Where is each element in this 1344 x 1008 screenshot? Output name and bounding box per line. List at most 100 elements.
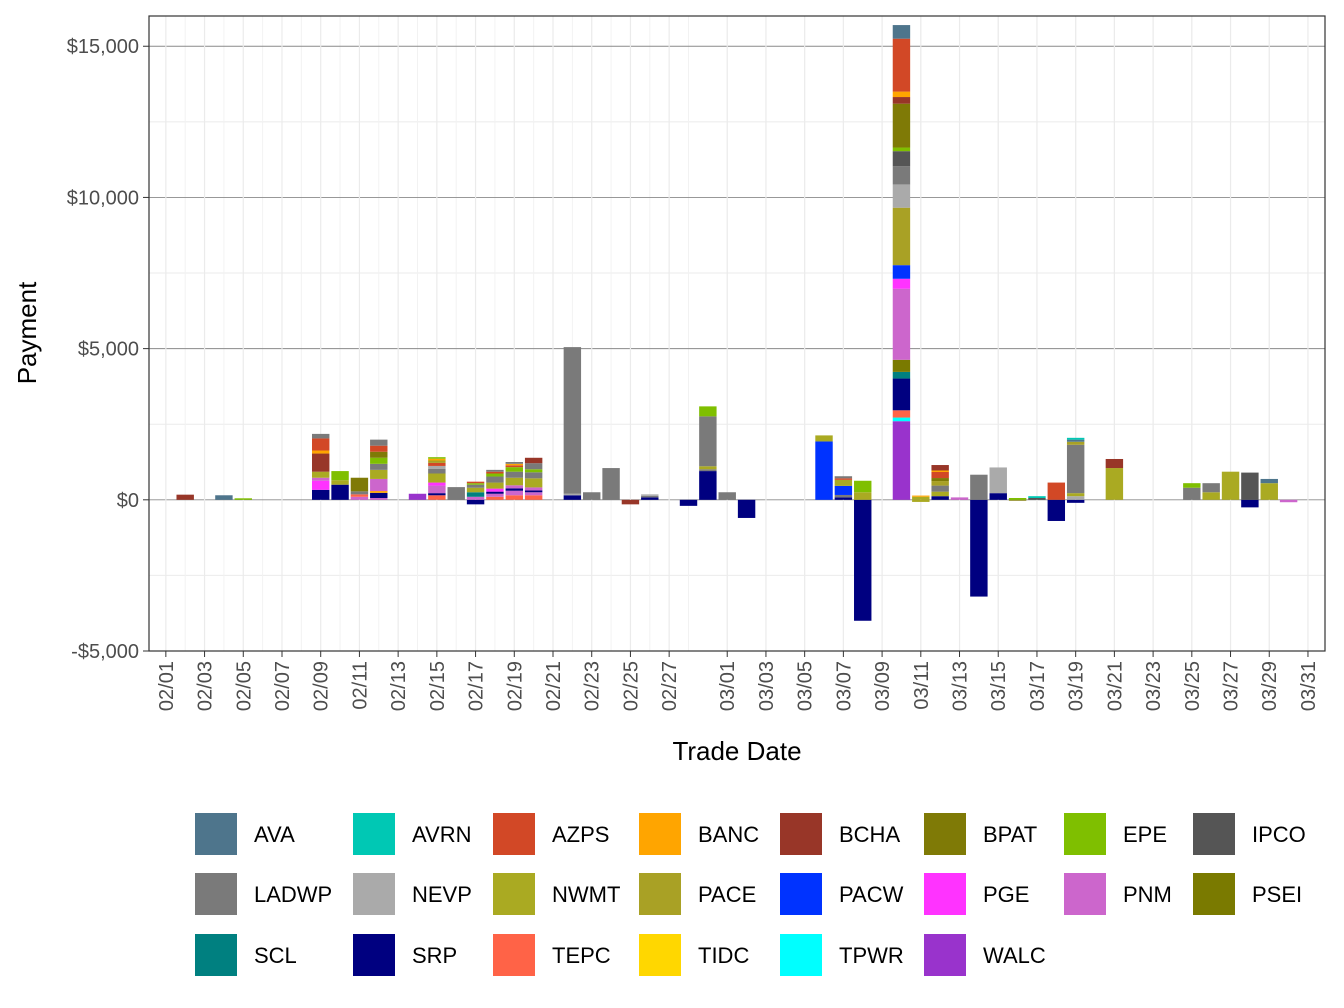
legend-label: TPWR <box>839 943 904 968</box>
bar-segment-srp <box>834 497 853 500</box>
bar-segment-ladwp <box>970 474 988 500</box>
bar-segment-ladwp <box>486 476 504 483</box>
bar-segment-pnm <box>505 490 523 496</box>
bar-segment-srp <box>428 493 446 496</box>
bar-segment-ladwp <box>350 491 369 495</box>
bar-segment-ladwp <box>428 468 446 474</box>
x-tick-label: 02/01 <box>156 661 178 711</box>
bar-segment-srp <box>505 488 523 491</box>
bar-segment-bpat <box>1008 499 1027 501</box>
bar-segment-ladwp <box>892 166 911 185</box>
bar-segment-bcha <box>524 457 543 464</box>
legend-swatch <box>639 873 681 915</box>
x-tick-label: 03/29 <box>1259 661 1281 711</box>
legend-item-nwmt: NWMT <box>493 873 620 915</box>
bar-segment-ladwp <box>834 494 853 498</box>
bar-segment-bpat <box>370 451 388 458</box>
bar-segment-ava <box>1260 478 1278 484</box>
x-tick-label: 03/21 <box>1104 661 1126 711</box>
major-gridlines <box>149 16 1325 652</box>
bar-segment-srp <box>737 499 756 518</box>
x-tick-label: 03/05 <box>795 661 817 711</box>
legend-swatch <box>1193 813 1235 855</box>
bar-segment-ladwp <box>931 485 949 492</box>
legend-swatch <box>353 873 395 915</box>
bar-segment-ipco <box>1028 497 1046 500</box>
bar-segment-pnm <box>524 487 543 491</box>
bar-segment-ladwp <box>505 462 523 464</box>
x-tick-label: 03/19 <box>1066 661 1088 711</box>
bar-segment-ladwp <box>524 472 543 479</box>
bar-segment-banc <box>931 470 949 472</box>
y-tick-label: $5,000 <box>78 339 139 361</box>
bar-segment-ladwp <box>370 439 388 446</box>
legend-label: IPCO <box>1252 822 1306 847</box>
x-tick-label: 03/25 <box>1182 661 1204 711</box>
bar-segment-banc <box>912 495 930 497</box>
bar-segment-avrn <box>1066 437 1085 440</box>
x-axis: 02/01 02/03 02/05 02/07 02/09 02/11 02/13 02/15… <box>156 651 1320 711</box>
bar-segment-bcha <box>931 465 949 471</box>
bar-segment-srp <box>563 495 582 500</box>
bar-segment-epe <box>524 469 543 473</box>
bar-segment-nwmt <box>1202 492 1220 500</box>
x-tick-label: 02/21 <box>543 661 565 711</box>
legend-item-tidc: TIDC <box>639 934 749 976</box>
legend-label: LADWP <box>254 882 332 907</box>
bar-segment-pace <box>1066 441 1085 445</box>
panel-background <box>149 16 1325 651</box>
x-tick-label: 03/11 <box>911 661 933 710</box>
legend-label: SCL <box>254 943 297 968</box>
bar-segment-pnm <box>1279 499 1298 503</box>
y-axis-title: Payment <box>12 281 42 384</box>
legend-item-tpwr: TPWR <box>780 934 904 976</box>
x-tick-label: 02/19 <box>504 661 526 711</box>
bar-segment-ladwp <box>641 495 659 498</box>
x-tick-label: 02/17 <box>466 661 488 711</box>
legend-label: AVRN <box>412 822 472 847</box>
bar-segment-nwmt <box>331 480 349 485</box>
bar-segment-nwmt <box>486 482 504 489</box>
legend-label: PSEI <box>1252 882 1302 907</box>
legend-label: NEVP <box>412 882 472 907</box>
bar-segment-pnm <box>466 496 485 500</box>
bar-segment-tepc <box>524 495 543 500</box>
bar-segment-psei <box>892 359 911 372</box>
legend-label: BPAT <box>983 822 1037 847</box>
bar-segment-pnm <box>950 497 969 500</box>
bar-segment-scl <box>892 371 911 379</box>
legend-label: PACW <box>839 882 904 907</box>
legend-label: PGE <box>983 882 1029 907</box>
bar-segment-bcha <box>621 499 640 505</box>
bar-segment-azps <box>931 471 949 479</box>
bar-segment-nwmt <box>311 471 330 478</box>
bar-segment-tpwr <box>892 417 911 422</box>
bar-segment-bpat <box>892 103 911 148</box>
bar-segment-epe <box>892 147 911 152</box>
bar-segment-nwmt <box>1066 493 1085 497</box>
legend-swatch <box>780 873 822 915</box>
x-tick-label: 03/23 <box>1143 661 1165 711</box>
bar-segment-nwmt <box>931 491 949 497</box>
legend-swatch <box>195 873 237 915</box>
bar-segment-banc <box>370 491 388 493</box>
legend-label: TEPC <box>552 943 611 968</box>
legend-item-walc: WALC <box>924 934 1046 976</box>
bar-segment-ava <box>1066 439 1085 442</box>
bar-segment-bcha <box>176 494 194 500</box>
bar-segment-ladwp <box>1202 483 1220 493</box>
legend-swatch <box>780 934 822 976</box>
x-tick-label: 03/17 <box>1027 661 1049 711</box>
bar-segment-tepc <box>350 494 369 497</box>
legend-item-tepc: TEPC <box>493 934 611 976</box>
bar-segment-pnm <box>892 288 911 360</box>
legend-label: AZPS <box>552 822 609 847</box>
bar-segment-ladwp <box>505 471 523 478</box>
x-tick-label: 02/27 <box>659 661 681 711</box>
bar-segment-pace <box>428 460 446 463</box>
bar-segment-azps <box>1047 482 1066 500</box>
legend-label: BCHA <box>839 822 900 847</box>
bar-segment-ladwp <box>699 469 717 472</box>
bar-segment-nwmt <box>834 479 853 486</box>
x-tick-label: 03/09 <box>872 661 894 711</box>
